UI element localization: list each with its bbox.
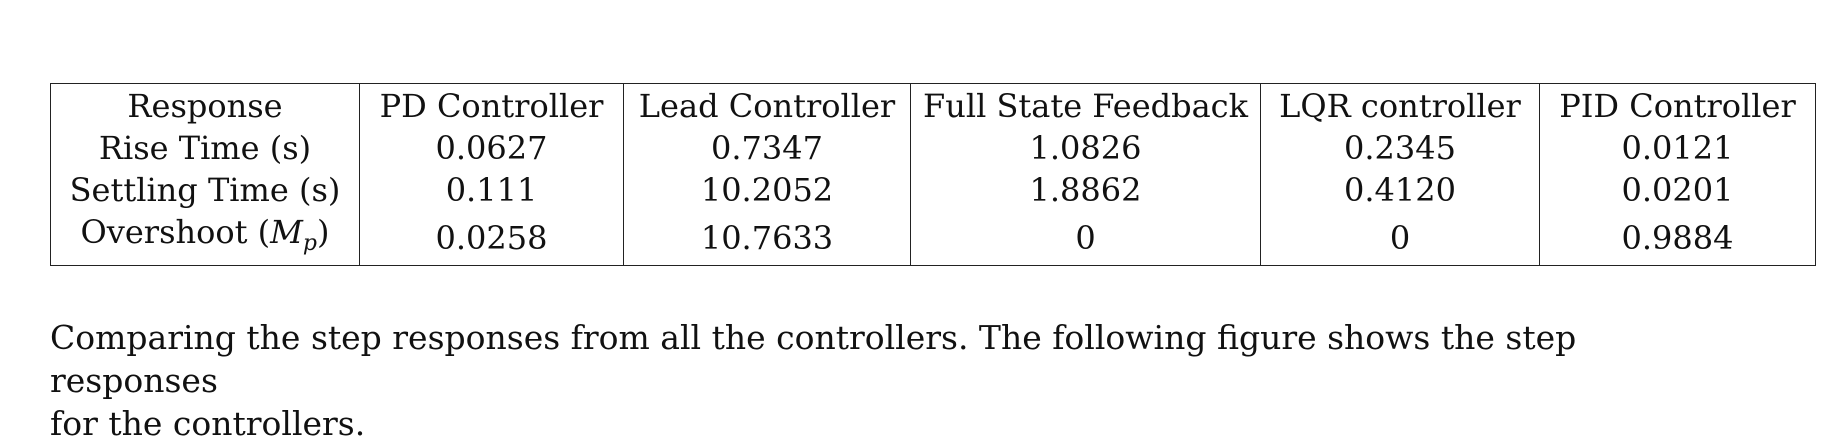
row-label-rise-time: Rise Time (s) [50,127,360,169]
table-cell: 1.0826 [910,127,1261,169]
table-cell: 1.8862 [910,169,1261,211]
body-paragraph: Comparing the step responses from all th… [50,316,1650,445]
table-cell: 0.4120 [1260,169,1540,211]
table-cell: 0 [1260,211,1540,266]
header-pid-controller: PID Controller [1539,83,1816,127]
table-cell: 0.0258 [359,211,624,266]
header-response: Response [50,83,360,127]
table-cell: 0 [910,211,1261,266]
table-cell: 10.2052 [623,169,911,211]
header-pd-controller: PD Controller [359,83,624,127]
table-row: Settling Time (s) 0.111 10.2052 1.8862 0… [50,169,1816,211]
table-cell: 0.2345 [1260,127,1540,169]
table-row: Rise Time (s) 0.0627 0.7347 1.0826 0.234… [50,127,1816,169]
table-header-row: Response PD Controller Lead Controller F… [50,83,1816,127]
table-cell: 0.7347 [623,127,911,169]
table-cell: 10.7633 [623,211,911,266]
overshoot-subscript: p [302,231,317,256]
overshoot-label-suffix: ) [317,213,330,251]
results-table: Response PD Controller Lead Controller F… [50,83,1816,266]
table-cell: 0.0201 [1539,169,1816,211]
header-lead-controller: Lead Controller [623,83,911,127]
table-cell: 0.111 [359,169,624,211]
row-label-settling-time: Settling Time (s) [50,169,360,211]
table-row: Overshoot (Mp) 0.0258 10.7633 0 0 0.9884 [50,211,1816,266]
row-label-overshoot: Overshoot (Mp) [50,211,360,266]
table-cell: 0.0121 [1539,127,1816,169]
table-cell: 0.0627 [359,127,624,169]
paragraph-line-2: for the controllers. [50,404,366,443]
overshoot-label-prefix: Overshoot ( [80,213,271,251]
paragraph-line-1: Comparing the step responses from all th… [50,318,1577,400]
overshoot-symbol: M [270,213,303,251]
table-cell: 0.9884 [1539,211,1816,266]
header-full-state-feedback: Full State Feedback [910,83,1261,127]
header-lqr-controller: LQR controller [1260,83,1540,127]
